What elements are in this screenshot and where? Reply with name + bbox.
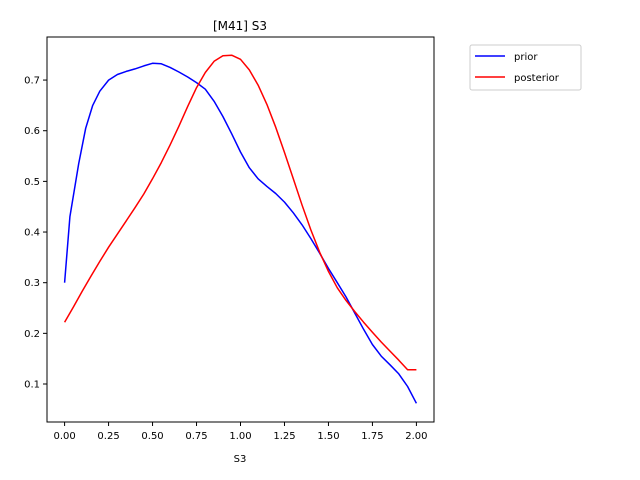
series-line-posterior [63, 54, 417, 371]
x-tick-label: 2.00 [405, 431, 427, 442]
legend: prior posterior [469, 44, 582, 91]
y-axis: 0.1 0.2 0.3 0.4 0.5 0.6 0.7 [24, 76, 47, 391]
y-tick-label: 0.6 [24, 126, 40, 137]
chart-title: [M41] S3 [213, 19, 267, 33]
y-tick-label: 0.7 [24, 76, 40, 87]
plot-frame [46, 36, 435, 423]
x-axis-title: S3 [234, 454, 247, 465]
x-tick-label: 0.25 [97, 431, 119, 442]
x-tick-label: 1.50 [317, 431, 339, 442]
plot-lines [63, 54, 418, 404]
x-axis: 0.00 0.25 0.50 0.75 1.00 1.25 1.50 1.75 2.00 [53, 422, 428, 442]
x-tick-label: 0.00 [53, 431, 75, 442]
y-tick-label: 0.2 [24, 329, 40, 340]
x-tick-label: 0.75 [185, 431, 207, 442]
x-tick-label: 1.00 [229, 431, 251, 442]
y-tick-label: 0.4 [24, 228, 40, 239]
x-tick-label: 0.50 [141, 431, 163, 442]
x-tick-label: 1.25 [273, 431, 295, 442]
series-line-prior [63, 62, 418, 404]
x-tick-label: 1.75 [361, 431, 383, 442]
legend-label-posterior: posterior [514, 73, 560, 84]
y-tick-label: 0.1 [24, 380, 40, 391]
legend-label-prior: prior [514, 52, 538, 63]
y-tick-label: 0.3 [24, 278, 40, 289]
y-tick-label: 0.5 [24, 177, 40, 188]
